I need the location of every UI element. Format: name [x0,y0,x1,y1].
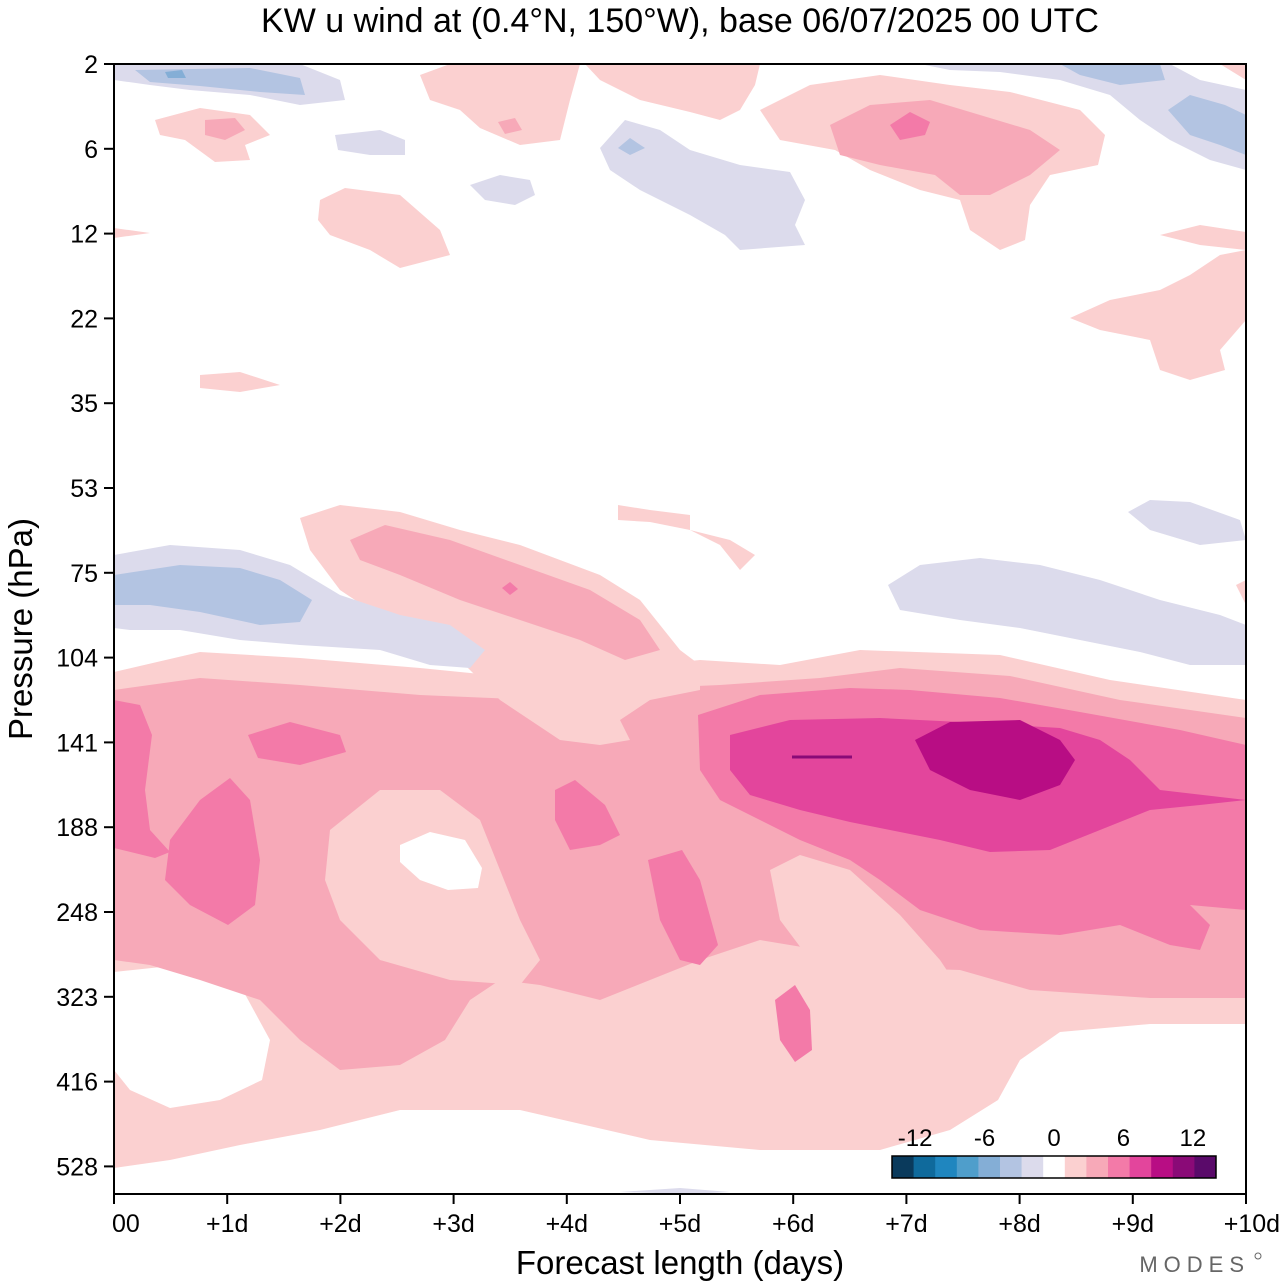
y-tick-label: 104 [56,645,98,673]
colorbar-swatch [1172,1156,1195,1178]
colorbar-swatch [978,1156,1001,1178]
colorbar-swatch [1194,1156,1217,1178]
brand-registered-mark [1254,1252,1262,1260]
contour-band-6-small [775,985,812,1062]
contour-upper-pink-11 [1236,580,1246,605]
contour-upper-pink-12 [1220,64,1246,80]
y-axis: 2 6 12 22 35 53 75 104 141 188 248 323 416 528 [56,51,114,1181]
contour-upper-pink-9 [618,505,755,570]
contour-upper-pink-3 [420,64,580,145]
x-tick-label: +4d [546,1210,588,1238]
contour-east-bottom [620,1188,730,1194]
x-axis: 00 +1d +2d +3d +4d +5d +6d +7d +8d +9d +10d [112,1194,1280,1238]
y-tick-label: 141 [56,729,98,757]
colorbar-frame [891,1155,1217,1179]
y-tick-label: 2 [84,51,98,79]
y-tick-label: 12 [70,221,98,249]
x-tick-label: 00 [112,1210,140,1238]
colorbar-swatch [1108,1156,1131,1178]
contour-east-upper-left-core [165,70,186,78]
contour-east-patch-b [470,175,535,205]
colorbar-label: -6 [974,1125,995,1152]
contour-east-lower-right [888,558,1246,665]
colorbar-swatch [1086,1156,1109,1178]
y-tick-label: 323 [56,984,98,1012]
colorbar-swatch [1151,1156,1174,1178]
contour-inner-light-right [770,855,960,990]
colorbar-swatch [1021,1156,1044,1178]
y-tick-label: 75 [70,560,98,588]
x-tick-label: +10d [1224,1210,1280,1238]
contour-upper-pink-5-core [890,112,930,140]
x-tick-label: +7d [885,1210,927,1238]
contour-upper-pink-6 [1070,250,1246,380]
contour-band-10 [915,720,1075,800]
colorbar-label: -12 [898,1125,933,1152]
contour-hole-white [400,832,482,890]
colorbar-swatch [1000,1156,1023,1178]
y-tick-label: 53 [70,475,98,503]
contour-east-patch-c [600,120,805,250]
contour-gap [114,965,270,1108]
contour-upper-pink-8 [200,372,280,392]
contour-band-6-mid [555,780,620,850]
x-tick-label: +9d [1112,1210,1154,1238]
y-tick-label: 248 [56,899,98,927]
contour-band-6-lobe [165,778,260,925]
contour-upper-pink-7 [1160,225,1246,250]
colorbar [891,1155,1217,1179]
contour-upper-pink-5-mid [830,100,1060,195]
contour-upper-pink-3-core [498,118,522,134]
contour-inner-light-left [325,790,540,985]
contour-band-6-upper-left [248,722,346,765]
y-tick-label: 35 [70,390,98,418]
contour-descending-band-mid [350,525,660,660]
y-tick-label: 528 [56,1153,98,1181]
y-tick-label: 6 [84,136,98,164]
contour-east-patch-a [335,130,405,155]
contour-east-lower-left-mid [114,565,312,625]
contour-field [114,64,1246,1194]
colorbar-swatch [935,1156,958,1178]
contour-band-6-left [114,700,170,858]
y-tick-label: 188 [56,814,98,842]
contour-upper-pink-4 [585,64,760,120]
x-tick-label: +8d [998,1210,1040,1238]
x-tick-label: +3d [432,1210,474,1238]
contour-east-patch-d [1128,500,1246,545]
contour-inner-light-bottom [520,1000,650,1080]
colorbar-swatch [1043,1156,1066,1178]
x-tick-label: +2d [319,1210,361,1238]
colorbar-swatch [892,1156,915,1178]
colorbar-labels: -12 -6 0 6 12 [898,1125,1206,1152]
contour-upper-pink-10 [114,228,150,238]
x-tick-label: +6d [772,1210,814,1238]
colorbar-label: 12 [1180,1125,1207,1152]
contour-upper-pink-left-core [205,118,245,140]
chart-title: KW u wind at (0.4°N, 150°W), base 06/07/… [261,2,1099,40]
colorbar-swatch [1064,1156,1087,1178]
colorbar-label: 0 [1047,1125,1060,1152]
contour-east-upper-right [920,64,1246,170]
contour-east-upper-right-mid2 [1168,95,1246,155]
colorbar-swatch [913,1156,936,1178]
colorbar-swatch [1129,1156,1152,1178]
contour-east-patch-c-core [618,138,645,155]
brand-logo: MODES [1139,1252,1250,1277]
contour-band-6-lower [648,850,718,965]
x-axis-label: Forecast length (days) [516,1244,844,1281]
y-tick-label: 416 [56,1069,98,1097]
x-tick-label: +1d [206,1210,248,1238]
colorbar-label: 6 [1117,1125,1130,1152]
contour-east-upper-right-mid [1060,64,1165,85]
y-axis-label: Pressure (hPa) [2,518,39,740]
x-tick-label: +5d [659,1210,701,1238]
contour-upper-pink-2 [318,188,450,268]
colorbar-swatch [956,1156,979,1178]
y-tick-label: 22 [70,305,98,333]
contour-descending-dot [502,582,518,595]
